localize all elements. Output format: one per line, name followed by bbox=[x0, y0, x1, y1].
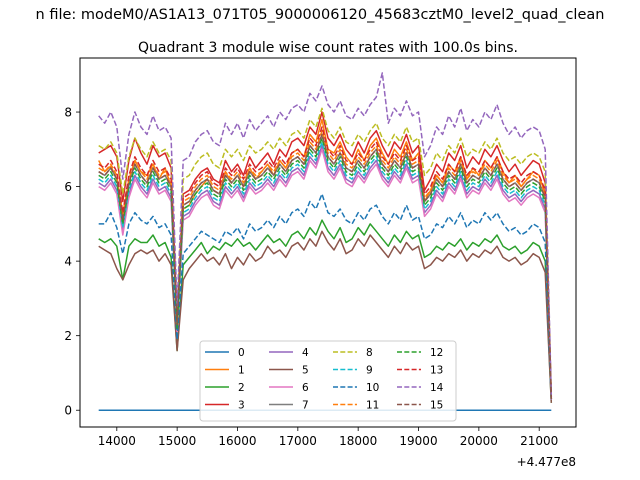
legend-label-4: 4 bbox=[302, 347, 309, 359]
x-tick-label: 19000 bbox=[399, 434, 437, 448]
x-tick-label: 18000 bbox=[339, 434, 377, 448]
series-line-14 bbox=[98, 72, 553, 396]
x-tick-label: 21000 bbox=[520, 434, 558, 448]
legend-label-15: 15 bbox=[430, 400, 443, 412]
x-tick-label: 20000 bbox=[460, 434, 498, 448]
x-tick-label: 16000 bbox=[218, 434, 256, 448]
figure-suptitle: n file: modeM0/AS1A13_071T05_9000006120_… bbox=[36, 7, 605, 23]
y-tick-label: 2 bbox=[64, 329, 72, 343]
legend-label-1: 1 bbox=[238, 365, 245, 377]
legend-box bbox=[199, 340, 457, 422]
y-tick-label: 4 bbox=[64, 255, 72, 269]
legend-label-9: 9 bbox=[366, 365, 373, 377]
series-line-10 bbox=[98, 193, 553, 401]
legend-label-3: 3 bbox=[238, 400, 245, 412]
legend-label-0: 0 bbox=[238, 347, 245, 359]
y-tick-label: 0 bbox=[64, 404, 72, 418]
axis-ticks: 14000 15000 16000 17000 18000 19000 20000 21000… bbox=[64, 106, 558, 448]
x-tick-label: 17000 bbox=[279, 434, 317, 448]
series-line-5 bbox=[98, 230, 553, 403]
series-line-12 bbox=[98, 137, 553, 400]
x-tick-label: 15000 bbox=[158, 434, 196, 448]
legend-label-6: 6 bbox=[302, 382, 309, 394]
plot-area bbox=[98, 72, 553, 411]
legend-label-2: 2 bbox=[238, 382, 245, 394]
legend-label-10: 10 bbox=[366, 382, 379, 394]
y-tick-label: 6 bbox=[64, 180, 72, 194]
legend-label-8: 8 bbox=[366, 347, 373, 359]
chart-title: Quadrant 3 module wise count rates with … bbox=[138, 40, 518, 56]
legend-label-5: 5 bbox=[302, 365, 309, 377]
axes-frame bbox=[79, 57, 577, 428]
x-offset-label: +4.477e8 bbox=[517, 455, 576, 469]
series-line-8 bbox=[98, 107, 553, 398]
legend-label-7: 7 bbox=[302, 400, 309, 412]
legend-label-11: 11 bbox=[366, 400, 379, 412]
series-line-9 bbox=[98, 141, 553, 400]
series-line-15 bbox=[98, 133, 553, 400]
legend-label-13: 13 bbox=[430, 365, 443, 377]
legend-label-14: 14 bbox=[430, 382, 444, 394]
legend-label-12: 12 bbox=[430, 347, 443, 359]
x-tick-label: 14000 bbox=[98, 434, 136, 448]
y-tick-label: 8 bbox=[64, 106, 72, 120]
